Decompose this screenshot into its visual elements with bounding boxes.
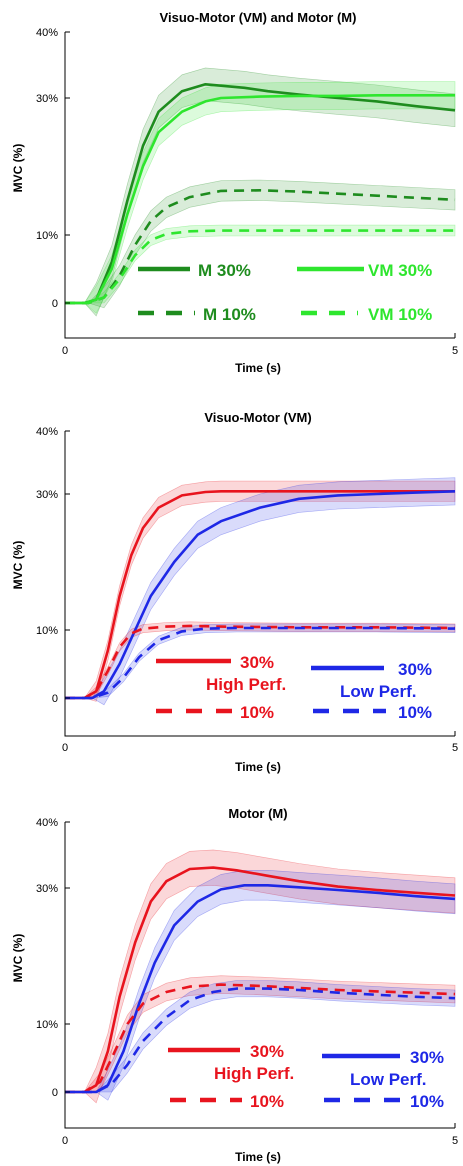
panel-2-ytick-label-40: 40% <box>36 426 58 438</box>
legend-label-low-30: 30% <box>398 660 432 679</box>
legend-title-high-perf: High Perf. <box>214 1064 294 1083</box>
panel-3-lines <box>65 866 456 1094</box>
series-line-vm-30-1 <box>65 94 455 305</box>
panel-1-ylabel: MVC (%) <box>11 144 25 193</box>
series-line-low-perf-30-1 <box>65 490 456 700</box>
legend-label-low-10: 10% <box>410 1092 444 1111</box>
panel-3-axes <box>64 822 455 1129</box>
panel-1-axes <box>64 32 455 339</box>
panel-1-xtick-label-5: 5 <box>452 345 458 357</box>
panel-2-ytick-label-10: 10% <box>36 625 58 637</box>
legend-label-m-10: M 10% <box>203 305 256 324</box>
panel-2-xlabel: Time (s) <box>235 760 281 774</box>
legend-label-high-30: 30% <box>240 653 274 672</box>
series-line-low-perf-30-1 <box>65 883 456 1094</box>
panel-2-ylabel: MVC (%) <box>11 541 25 590</box>
legend-label-low-30: 30% <box>410 1048 444 1067</box>
panel-3-legend: 30% High Perf. 10% 30% Low Perf. 10% <box>168 1042 444 1111</box>
legend-label-m-30: M 30% <box>198 261 251 280</box>
panel-vm-and-m: Visuo-Motor (VM) and Motor (M) 40% 30% 1… <box>11 10 458 375</box>
panel-2-ytick-label-0: 0 <box>52 693 58 705</box>
series-line-m-30-0 <box>65 83 456 305</box>
legend-title-high-perf: High Perf. <box>206 675 286 694</box>
series-line-low-perf-10-3 <box>65 626 456 700</box>
legend-label-vm-30: VM 30% <box>368 261 432 280</box>
panel-3-ytick-label-0: 0 <box>52 1087 58 1099</box>
series-line-m-10-2 <box>65 189 456 305</box>
legend-title-low-perf: Low Perf. <box>350 1070 427 1089</box>
panel-1-ytick-label-40: 40% <box>36 27 58 39</box>
legend-title-low-perf: Low Perf. <box>340 682 417 701</box>
panel-2-ytick-label-30: 30% <box>36 489 58 501</box>
panel-2-axes <box>64 431 455 737</box>
panel-3-ylabel: MVC (%) <box>11 934 25 983</box>
panel-3-ytick-label-30: 30% <box>36 883 58 895</box>
panel-3-title: Motor (M) <box>228 806 287 821</box>
panel-1-legend: M 30% VM 30% M 10% VM 10% <box>138 261 432 324</box>
panel-3-ytick-label-40: 40% <box>36 817 58 829</box>
legend-label-vm-10: VM 10% <box>368 305 432 324</box>
panel-3-xtick-label-5: 5 <box>452 1135 458 1147</box>
panel-vm: Visuo-Motor (VM) 40% 30% 10% 0 0 5 Time … <box>11 410 458 774</box>
panel-2-title: Visuo-Motor (VM) <box>204 410 311 425</box>
legend-label-low-10: 10% <box>398 703 432 722</box>
panel-2-legend: 30% High Perf. 10% 30% Low Perf. 10% <box>156 653 432 722</box>
panel-1-xlabel: Time (s) <box>235 361 281 375</box>
panel-1-ytick-label-30: 30% <box>36 93 58 105</box>
legend-label-high-10: 10% <box>240 703 274 722</box>
panel-3-ytick-label-10: 10% <box>36 1019 58 1031</box>
panel-1-title: Visuo-Motor (VM) and Motor (M) <box>160 10 357 25</box>
series-line-vm-10-3 <box>65 229 455 305</box>
series-line-low-perf-10-3 <box>65 987 456 1094</box>
panel-1-ytick-label-10: 10% <box>36 230 58 242</box>
panel-2-lines <box>65 489 456 700</box>
series-line-high-perf-10-2 <box>65 983 456 1094</box>
panel-1-xtick-label-0: 0 <box>62 345 68 357</box>
panel-3-xlabel: Time (s) <box>235 1150 281 1164</box>
panel-3-xtick-label-0: 0 <box>62 1135 68 1147</box>
legend-label-high-30: 30% <box>250 1042 284 1061</box>
panel-1-ytick-label-0: 0 <box>52 298 58 310</box>
band-low-perf-10-3 <box>65 623 456 699</box>
panel-1-lines <box>65 83 456 305</box>
panel-m: Motor (M) 40% 30% 10% 0 0 5 Time (s) MVC… <box>11 806 458 1164</box>
legend-label-high-10: 10% <box>250 1092 284 1111</box>
series-line-high-perf-30-0 <box>65 489 455 700</box>
panel-2-xtick-label-0: 0 <box>62 742 68 754</box>
band-vm-10-3 <box>65 224 456 304</box>
panel-2-xtick-label-5: 5 <box>452 742 458 754</box>
series-line-high-perf-30-0 <box>65 866 456 1094</box>
